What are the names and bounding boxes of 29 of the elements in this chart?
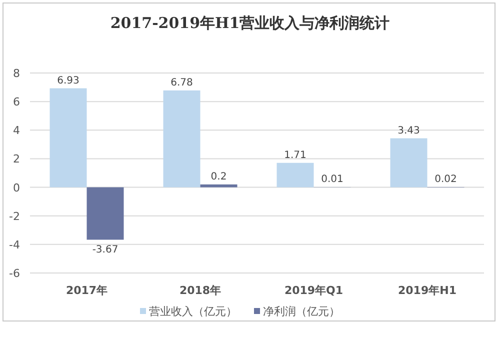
bar: [86, 187, 124, 240]
data-label: -3.67: [92, 244, 118, 256]
x-tick-label: 2017年: [66, 284, 108, 297]
bar: [50, 88, 87, 188]
legend-label: 净利润（亿元）: [263, 305, 340, 318]
bar: [163, 90, 200, 188]
y-tick-label: 2: [13, 152, 20, 166]
y-tick-label: -4: [9, 238, 20, 252]
bar: [276, 162, 314, 188]
data-label: 6.78: [170, 77, 193, 88]
data-label: 3.43: [398, 125, 420, 136]
data-label: 1.71: [284, 150, 306, 161]
y-tick-label: 6: [13, 96, 20, 109]
x-tick-label: 2019年H1: [398, 284, 456, 297]
chart-title: 2017-2019年H1营业收入与净利润统计: [110, 14, 390, 32]
y-tick-label: -2: [9, 210, 20, 223]
legend-label: 营业收入（亿元）: [149, 305, 237, 318]
x-tick-label: 2018年: [179, 284, 222, 297]
data-label: 6.93: [57, 75, 80, 86]
data-label: 0.02: [434, 174, 457, 185]
bar: [390, 138, 428, 188]
y-tick-label: 4: [13, 124, 20, 138]
y-tick-label: -6: [9, 267, 20, 280]
y-tick-label: 0: [13, 181, 20, 194]
bar: [200, 184, 238, 188]
y-tick-label: 8: [13, 67, 20, 80]
x-tick-label: 2019年Q1: [284, 284, 344, 297]
data-label: 0.2: [210, 171, 227, 182]
data-label: 0.01: [321, 174, 344, 186]
